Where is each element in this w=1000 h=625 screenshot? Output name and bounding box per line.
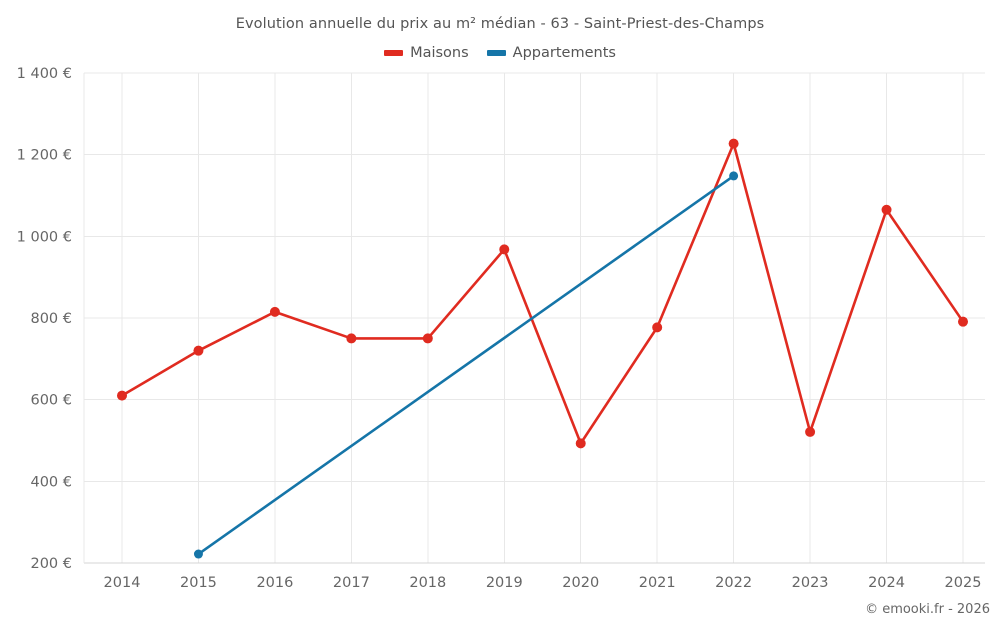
line-swatch-icon	[486, 50, 506, 56]
data-point-maisons-2016[interactable]	[269, 306, 280, 317]
chart-legend: Maisons Appartements	[0, 45, 1000, 61]
x-axis-tick-label: 2021	[639, 575, 676, 591]
x-axis-tick-label: 2025	[945, 575, 982, 591]
y-axis-tick-label: 600 €	[30, 393, 72, 409]
x-axis-tick-label: 2015	[180, 575, 217, 591]
y-axis-tick-label: 800 €	[30, 311, 72, 327]
x-axis-ticks: 2014 2015 2016 2017 2018 2019 2020 2021 2022 2023…	[104, 575, 982, 591]
y-axis-tick-label: 200 €	[30, 556, 72, 572]
y-axis-ticks: 200 € 400 € 600 € 800 € 1 000 € 1 200 € 1 400 …	[17, 66, 72, 572]
legend-label-maisons: Maisons	[410, 45, 469, 61]
series-points	[117, 138, 968, 559]
x-axis-tick-label: 2022	[715, 575, 752, 591]
series-lines	[120, 142, 965, 556]
x-axis-tick-label: 2020	[562, 575, 599, 591]
y-axis-tick-label: 1 000 €	[17, 229, 72, 245]
data-point-maisons-2021[interactable]	[652, 322, 663, 333]
x-axis-tick-label: 2017	[333, 575, 370, 591]
data-point-maisons-2022[interactable]	[728, 138, 739, 149]
line-swatch-icon	[384, 50, 404, 56]
x-axis-tick-label: 2018	[409, 575, 446, 591]
data-point-maisons-2017[interactable]	[346, 333, 357, 344]
x-axis-tick-label: 2024	[868, 575, 905, 591]
legend-label-appartements: Appartements	[512, 45, 616, 61]
y-axis-tick-label: 400 €	[30, 474, 72, 490]
data-point-maisons-2014[interactable]	[117, 390, 127, 401]
data-point-maisons-2019[interactable]	[499, 244, 510, 255]
legend-item-appartements[interactable]: Appartements	[486, 45, 616, 61]
data-point-maisons-2015[interactable]	[193, 345, 204, 356]
series-line-maisons	[120, 142, 965, 445]
credit-label: © emooki.fr - 2026	[865, 602, 990, 617]
data-point-appartements-2015[interactable]	[193, 549, 203, 559]
data-point-maisons-2025[interactable]	[958, 316, 968, 327]
data-point-maisons-2023[interactable]	[805, 426, 816, 437]
series-line-appartements	[197, 174, 735, 556]
data-point-appartements-2022[interactable]	[729, 171, 739, 181]
x-axis-tick-label: 2014	[104, 575, 141, 591]
gridlines	[83, 72, 985, 564]
chart-title: Evolution annuelle du prix au m² médian …	[235, 16, 765, 32]
data-point-maisons-2024[interactable]	[881, 204, 892, 215]
data-point-maisons-2020[interactable]	[575, 438, 586, 449]
data-point-maisons-2018[interactable]	[422, 333, 433, 344]
y-axis-tick-label: 1 200 €	[17, 148, 72, 164]
legend-item-maisons[interactable]: Maisons	[384, 45, 469, 61]
x-axis-tick-label: 2016	[256, 575, 293, 591]
y-axis-tick-label: 1 400 €	[17, 66, 72, 82]
x-axis-tick-label: 2019	[486, 575, 523, 591]
x-axis-tick-label: 2023	[792, 575, 829, 591]
